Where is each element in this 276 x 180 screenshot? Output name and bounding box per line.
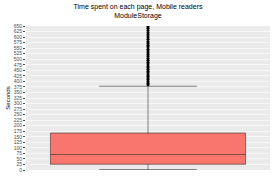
- svg-text:25: 25: [16, 161, 22, 167]
- svg-text:450: 450: [14, 67, 23, 73]
- svg-text:400: 400: [14, 78, 23, 84]
- svg-text:625: 625: [14, 28, 23, 34]
- svg-text:350: 350: [14, 89, 23, 95]
- svg-text:125: 125: [14, 139, 23, 145]
- svg-text:600: 600: [14, 34, 23, 40]
- svg-text:575: 575: [14, 39, 23, 45]
- svg-text:175: 175: [14, 128, 23, 134]
- svg-text:300: 300: [14, 100, 23, 106]
- svg-text:225: 225: [14, 117, 23, 123]
- svg-text:525: 525: [14, 50, 23, 56]
- svg-text:250: 250: [14, 111, 23, 117]
- svg-text:150: 150: [14, 134, 23, 140]
- svg-text:375: 375: [14, 84, 23, 90]
- svg-text:100: 100: [14, 145, 23, 151]
- svg-text:Seconds: Seconds: [5, 86, 11, 109]
- svg-text:425: 425: [14, 73, 23, 79]
- svg-text:50: 50: [16, 156, 22, 162]
- svg-text:Time spent on each page, Mobil: Time spent on each page, Mobile readersM…: [74, 3, 203, 20]
- svg-text:200: 200: [14, 122, 23, 128]
- svg-text:550: 550: [14, 45, 23, 51]
- svg-text:325: 325: [14, 95, 23, 101]
- svg-text:650: 650: [14, 23, 23, 29]
- svg-text:500: 500: [14, 56, 23, 62]
- svg-text:0: 0: [19, 167, 22, 173]
- svg-text:75: 75: [16, 150, 22, 156]
- svg-text:475: 475: [14, 62, 23, 68]
- svg-text:275: 275: [14, 106, 23, 112]
